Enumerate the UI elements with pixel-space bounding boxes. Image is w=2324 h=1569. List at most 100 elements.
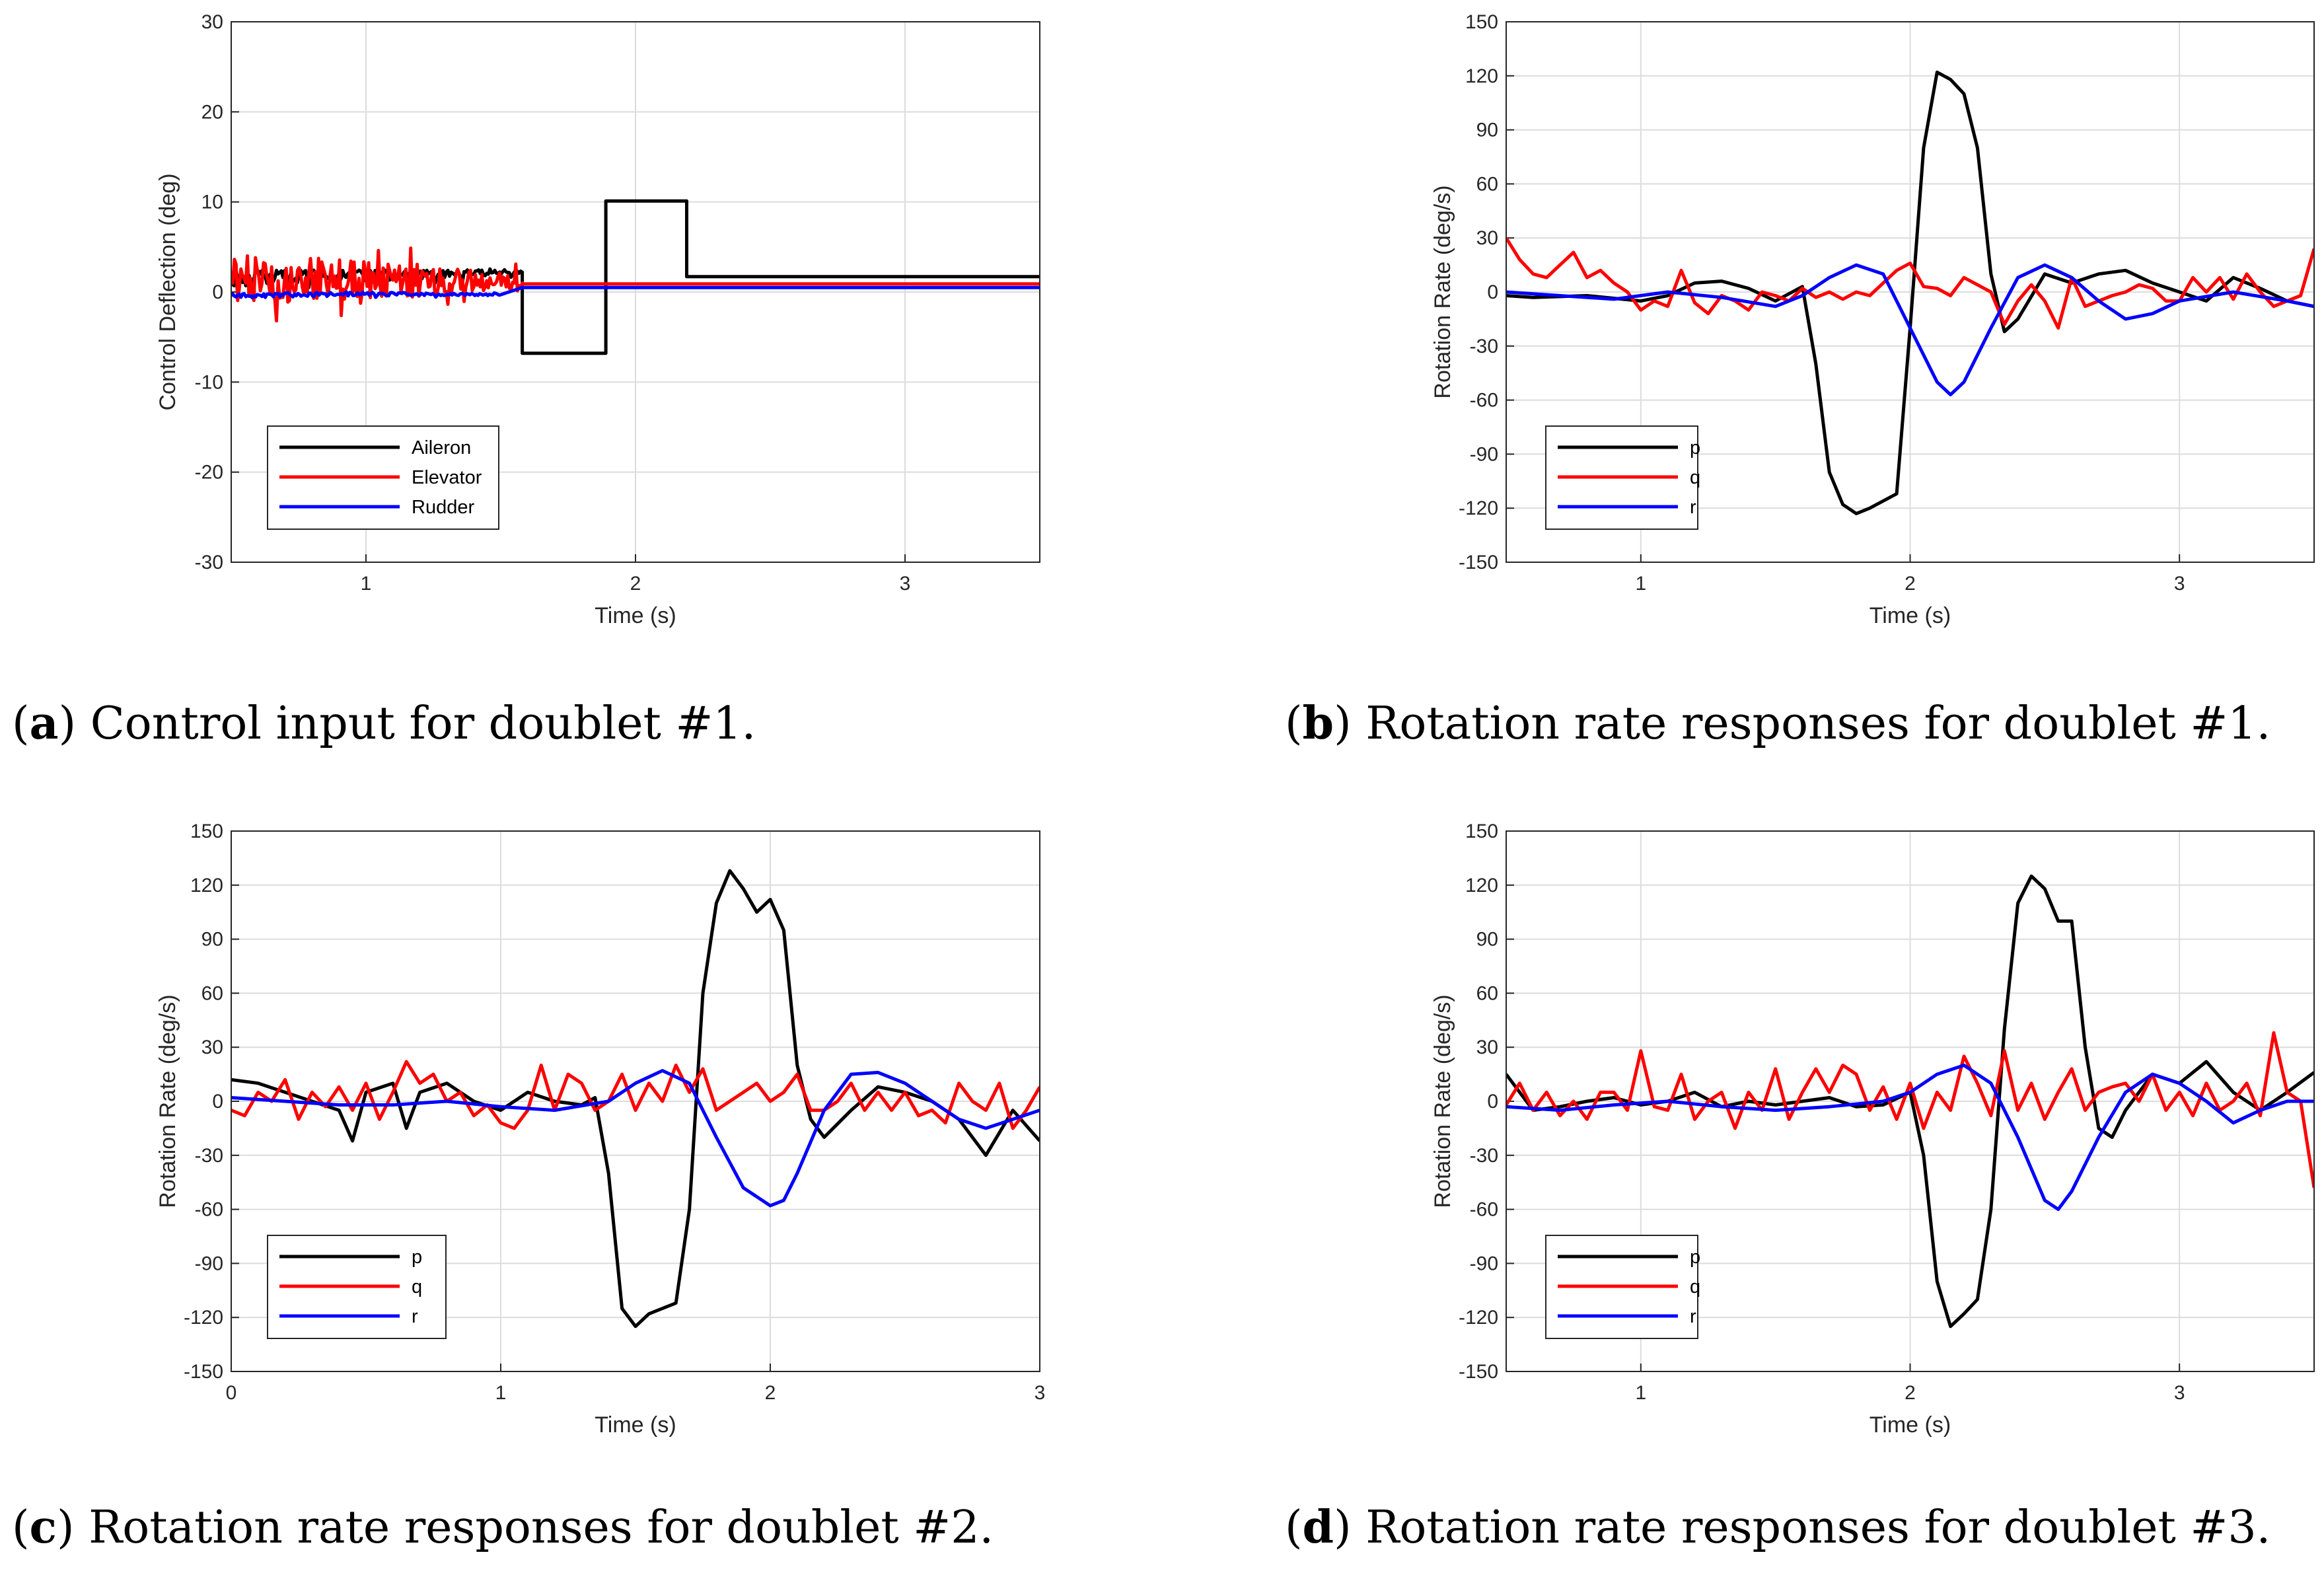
caption-c-text: Rotation rate responses for doublet #2. xyxy=(89,1502,994,1554)
caption-d: (d) Rotation rate responses for doublet … xyxy=(1285,1501,2271,1554)
x-tick-label: 3 xyxy=(1035,1382,1046,1404)
caption-a: (a) Control input for doublet #1. xyxy=(12,697,756,750)
series-line-p xyxy=(1506,70,2314,515)
x-tick-label: 3 xyxy=(2174,573,2185,595)
y-tick-label: -120 xyxy=(184,1307,223,1329)
series-line-q xyxy=(231,1060,1040,1130)
chart-panel-b: 1 2 3 -150 -120 -90 -60 -30 0 30 60 90 120 150 Time (s… xyxy=(1430,11,2315,628)
legend-label-r: r xyxy=(1690,1306,1696,1327)
y-axis-label: Control Deflection (deg) xyxy=(155,173,180,410)
y-tick-label: -30 xyxy=(195,552,223,573)
y-tick-label: -30 xyxy=(1470,336,1498,357)
chart-panel-d: 1 2 3 -150 -120 -90 -60 -30 0 30 60 90 120 150 Time (s… xyxy=(1430,821,2315,1438)
legend: pqr xyxy=(267,1235,447,1339)
x-tick-label: 0 xyxy=(226,1382,237,1404)
y-tick-label: -90 xyxy=(1470,1253,1498,1274)
series-line-r xyxy=(231,1069,1040,1208)
y-tick-label: 30 xyxy=(1476,1037,1498,1058)
y-tick-label: 30 xyxy=(201,11,223,33)
caption-c: (c) Rotation rate responses for doublet … xyxy=(12,1501,994,1554)
y-tick-label: -150 xyxy=(184,1361,223,1383)
x-tick-label: 2 xyxy=(1905,1382,1916,1404)
y-tick-label: -30 xyxy=(1470,1145,1498,1167)
y-tick-label: -150 xyxy=(1459,1361,1498,1383)
legend-label-q: q xyxy=(1690,467,1700,488)
y-tick-label: 60 xyxy=(201,982,223,1004)
y-tick-label: 90 xyxy=(1476,929,1498,951)
y-tick-label: -90 xyxy=(195,1253,223,1274)
legend-label-elevator: Elevator xyxy=(412,467,482,488)
y-tick-label: -90 xyxy=(1470,443,1498,465)
legend-label-q: q xyxy=(1690,1276,1700,1297)
y-tick-label: 20 xyxy=(201,101,223,123)
y-tick-label: 0 xyxy=(1487,1091,1498,1113)
legend-label-p: p xyxy=(1690,437,1700,458)
y-tick-label: -60 xyxy=(1470,390,1498,412)
caption-a-text: Control input for doublet #1. xyxy=(90,698,756,750)
caption-d-letter: d xyxy=(1302,1501,1334,1554)
y-tick-label: 30 xyxy=(201,1037,223,1058)
y-tick-label: 150 xyxy=(190,821,223,842)
y-tick-label: 30 xyxy=(1476,227,1498,249)
x-tick-label: 3 xyxy=(900,573,911,595)
caption-b: (b) Rotation rate responses for doublet … xyxy=(1285,697,2271,750)
y-tick-label: 120 xyxy=(190,875,223,896)
axes-box xyxy=(231,830,1040,1372)
y-tick-label: 60 xyxy=(1476,173,1498,195)
y-tick-label: 10 xyxy=(201,192,223,213)
y-tick-label: -120 xyxy=(1459,497,1498,519)
caption-b-text: Rotation rate responses for doublet #1. xyxy=(1365,698,2271,750)
y-tick-label: 90 xyxy=(201,929,223,951)
series-line-p xyxy=(231,869,1040,1329)
y-tick-label: -30 xyxy=(195,1145,223,1167)
y-tick-label: -10 xyxy=(195,371,223,393)
series-line-q xyxy=(1506,1031,2314,1188)
x-axis-label: Time (s) xyxy=(595,603,676,628)
x-axis-label: Time (s) xyxy=(1870,603,1951,628)
legend-label-rudder: Rudder xyxy=(412,497,474,518)
y-tick-label: -60 xyxy=(195,1199,223,1221)
legend: pqr xyxy=(1545,425,1700,530)
y-tick-label: -150 xyxy=(1459,552,1498,573)
legend-label-p: p xyxy=(412,1247,422,1268)
y-tick-label: 150 xyxy=(1465,11,1498,33)
legend-label-r: r xyxy=(1690,497,1696,518)
y-tick-label: 0 xyxy=(212,1091,223,1113)
chart-panel-c: 0 1 2 3 -150 -120 -90 -60 -30 0 30 60 90 120 150 Time (… xyxy=(155,821,1046,1438)
y-tick-label: 0 xyxy=(1487,281,1498,303)
series-line-r xyxy=(1506,1064,2314,1212)
caption-d-text: Rotation rate responses for doublet #3. xyxy=(1365,1502,2271,1554)
y-axis-label: Rotation Rate (deg/s) xyxy=(1430,185,1455,398)
legend-label-aileron: Aileron xyxy=(412,437,471,458)
series-line-r xyxy=(1506,263,2314,396)
chart-panel-a: 1 2 3 -30 -20 -10 0 10 20 30 Time (s) Control Defle… xyxy=(155,11,1040,628)
x-tick-label: 2 xyxy=(765,1382,776,1404)
x-tick-label: 1 xyxy=(361,573,372,595)
x-tick-label: 2 xyxy=(630,573,641,595)
legend-label-q: q xyxy=(412,1276,422,1297)
y-tick-label: 90 xyxy=(1476,120,1498,141)
axes-box xyxy=(231,21,1040,563)
y-axis-label: Rotation Rate (deg/s) xyxy=(1430,994,1455,1208)
y-tick-label: 60 xyxy=(1476,982,1498,1004)
x-tick-label: 1 xyxy=(1635,573,1646,595)
x-axis-label: Time (s) xyxy=(595,1412,676,1438)
caption-c-letter: c xyxy=(29,1501,57,1554)
axes-box xyxy=(1506,21,2315,563)
x-tick-label: 1 xyxy=(1635,1382,1646,1404)
y-tick-label: 120 xyxy=(1465,65,1498,87)
series-line-rudder xyxy=(231,285,1040,300)
y-tick-label: 0 xyxy=(212,281,223,303)
y-tick-label: 120 xyxy=(1465,875,1498,896)
y-tick-label: 150 xyxy=(1465,821,1498,842)
x-tick-label: 3 xyxy=(2174,1382,2185,1404)
caption-a-letter: a xyxy=(29,697,59,750)
legend-label-r: r xyxy=(412,1306,418,1327)
y-axis-label: Rotation Rate (deg/s) xyxy=(155,994,180,1208)
x-axis-label: Time (s) xyxy=(1870,1412,1951,1438)
legend-label-p: p xyxy=(1690,1247,1700,1268)
legend: Aileron Elevator Rudder xyxy=(267,425,499,530)
y-tick-label: -60 xyxy=(1470,1199,1498,1221)
legend: pqr xyxy=(1545,1235,1700,1339)
y-tick-label: -120 xyxy=(1459,1307,1498,1329)
